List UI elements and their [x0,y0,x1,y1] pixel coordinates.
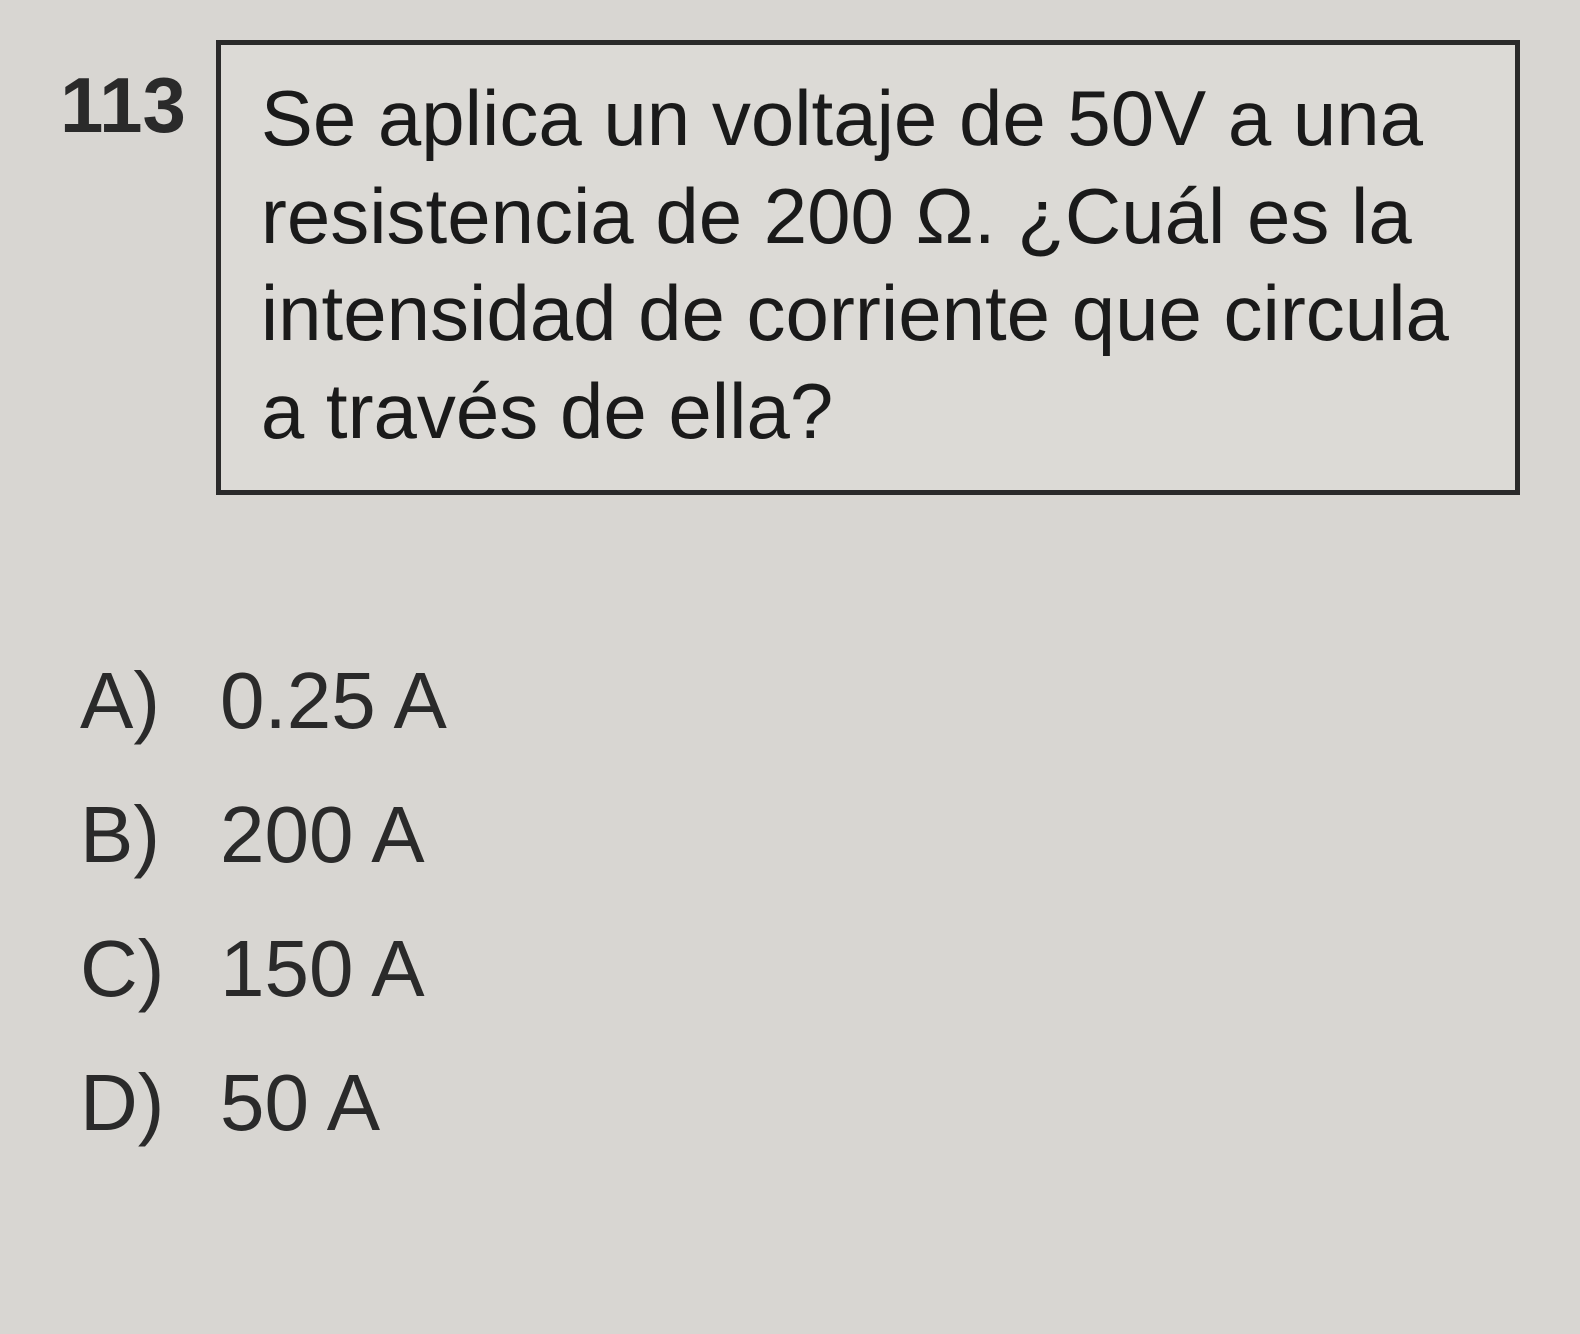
question-number: 113 [60,40,186,151]
option-c[interactable]: C) 150 A [80,923,1520,1015]
option-b[interactable]: B) 200 A [80,789,1520,881]
question-text: Se aplica un voltaje de 50V a una resist… [261,70,1475,460]
option-value: 50 A [220,1057,380,1149]
question-box: Se aplica un voltaje de 50V a una resist… [216,40,1520,495]
option-value: 200 A [220,789,425,881]
option-label: A) [80,655,190,747]
option-label: B) [80,789,190,881]
option-d[interactable]: D) 50 A [80,1057,1520,1149]
option-label: D) [80,1057,190,1149]
question-header: 113 Se aplica un voltaje de 50V a una re… [60,40,1520,495]
option-label: C) [80,923,190,1015]
options-list: A) 0.25 A B) 200 A C) 150 A D) 50 A [60,655,1520,1149]
option-value: 0.25 A [220,655,447,747]
option-value: 150 A [220,923,425,1015]
option-a[interactable]: A) 0.25 A [80,655,1520,747]
